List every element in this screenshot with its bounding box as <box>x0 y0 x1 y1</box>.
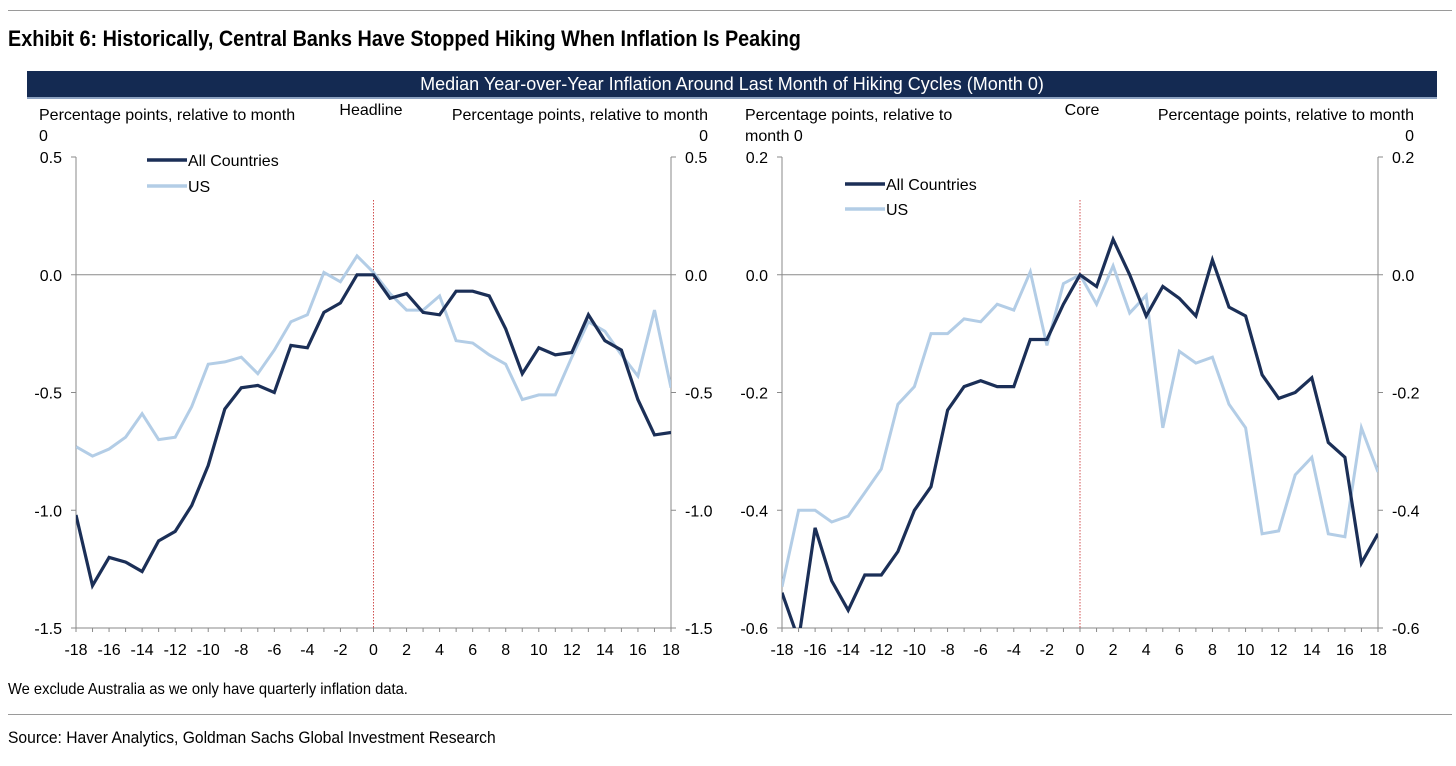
chart2-ytick-label-left: -0.6 <box>740 621 768 638</box>
chart1-xtick-label: -8 <box>234 642 248 659</box>
chart2-xtick-label: -18 <box>770 642 793 659</box>
chart2-ytick-label-right: 0.2 <box>1392 150 1414 167</box>
chart1-ytick-label-right: 0.5 <box>685 150 707 167</box>
chart1-xtick-label: 8 <box>501 642 510 659</box>
chart1-xtick-label: 12 <box>563 642 581 659</box>
chart2-xtick-label: 0 <box>1076 642 1085 659</box>
chart1-series-us <box>76 253 671 458</box>
chart1-title: Headline <box>339 102 402 119</box>
chart2-ytick-label-left: 0.0 <box>746 268 768 285</box>
footnote-rule <box>8 714 1452 715</box>
chart1-ytick-label-right: 0.0 <box>685 268 707 285</box>
chart1-ytick-label-left: -0.5 <box>34 386 62 403</box>
chart1-xtick-label: 16 <box>629 642 647 659</box>
chart2-ylabel-left-line2: month 0 <box>745 128 803 145</box>
chart2-xtick-label: 2 <box>1109 642 1118 659</box>
chart2-xtick-label: 16 <box>1336 642 1354 659</box>
chart1-xtick-label: -10 <box>197 642 220 659</box>
chart1-xtick-label: 14 <box>596 642 614 659</box>
chart1-ytick-label-right: -1.5 <box>685 621 713 638</box>
chart1-legend-label-us: US <box>188 179 210 196</box>
chart2-ytick-label-left: -0.4 <box>740 503 768 520</box>
chart1-series-all-countries <box>76 273 671 590</box>
chart1-ytick-label-left: -1.0 <box>34 503 62 520</box>
chart1-xtick-label: 10 <box>530 642 548 659</box>
chart2-xtick-label: -10 <box>903 642 926 659</box>
chart1-xtick-label: -18 <box>64 642 87 659</box>
chart2-xtick-label: -14 <box>837 642 860 659</box>
chart2-xtick-label: 10 <box>1237 642 1255 659</box>
chart1-xtick-label: 4 <box>435 642 444 659</box>
chart1-xtick-label: 0 <box>369 642 378 659</box>
chart2-xtick-label: -4 <box>1007 642 1021 659</box>
chart1-xtick-label: 2 <box>402 642 411 659</box>
chart2-xtick-label: 6 <box>1175 642 1184 659</box>
top-rule <box>8 10 1452 11</box>
chart2-xtick-label: 12 <box>1270 642 1288 659</box>
chart2-ylabel-left-line1: Percentage points, relative to <box>745 107 952 124</box>
exhibit-title: Exhibit 6: Historically, Central Banks H… <box>8 26 801 51</box>
chart2-xtick-label: 4 <box>1142 642 1151 659</box>
footnote: We exclude Australia as we only have qua… <box>8 681 408 698</box>
chart1-ylabel-right-line2: 0 <box>699 128 708 145</box>
chart2-title: Core <box>1065 102 1100 119</box>
chart2-legend-label-all-countries: All Countries <box>886 177 977 194</box>
chart-banner: Median Year-over-Year Inflation Around L… <box>27 71 1437 97</box>
chart2-ylabel-right-line1: Percentage points, relative to month <box>1158 107 1414 124</box>
chart2-ytick-label-right: -0.4 <box>1392 503 1420 520</box>
chart1-ytick-label-right: -1.0 <box>685 503 713 520</box>
chart1-ytick-label-left: 0.5 <box>40 150 62 167</box>
charts-canvas: Headline Percentage points, relative to m… <box>34 102 1420 659</box>
chart2-xtick-label: -2 <box>1040 642 1054 659</box>
chart1-ytick-label-left: 0.0 <box>40 268 62 285</box>
chart2-series-all-countries <box>782 235 1378 628</box>
chart1-ytick-label-right: -0.5 <box>685 386 713 403</box>
chart2-ytick-label-right: -0.6 <box>1392 621 1420 638</box>
chart2-legend-label-us: US <box>886 202 908 219</box>
chart1-xtick-label: -4 <box>300 642 314 659</box>
chart2-xtick-label: -8 <box>940 642 954 659</box>
chart1-legend-label-all-countries: All Countries <box>188 153 279 170</box>
chart1-xtick-label: 18 <box>662 642 680 659</box>
chart2-ytick-label-left: 0.2 <box>746 150 768 167</box>
chart1-ytick-label-left: -1.5 <box>34 621 62 638</box>
chart1-ylabel-left-line1: Percentage points, relative to month <box>39 107 295 124</box>
chart1-xtick-label: -2 <box>333 642 347 659</box>
chart1-xtick-label: 6 <box>468 642 477 659</box>
chart2-xtick-label: -12 <box>870 642 893 659</box>
chart1-xtick-label: -16 <box>97 642 120 659</box>
source-note: Source: Haver Analytics, Goldman Sachs G… <box>8 728 496 747</box>
chart2-ytick-label-left: -0.2 <box>740 386 768 403</box>
chart2-ylabel-right-line2: 0 <box>1405 128 1414 145</box>
chart2-xtick-label: -6 <box>974 642 988 659</box>
chart1-xtick-label: -6 <box>267 642 281 659</box>
chart1-xtick-label: -14 <box>131 642 154 659</box>
banner-underline <box>27 97 1437 99</box>
chart2-ytick-label-right: 0.0 <box>1392 268 1414 285</box>
chart1-ylabel-left-line2: 0 <box>39 128 48 145</box>
chart2-xtick-label: 8 <box>1208 642 1217 659</box>
chart2-ytick-label-right: -0.2 <box>1392 386 1420 403</box>
chart2-xtick-label: 14 <box>1303 642 1321 659</box>
chart1-ylabel-right-line1: Percentage points, relative to month <box>452 107 708 124</box>
chart1-xtick-label: -12 <box>164 642 187 659</box>
chart2-xtick-label: 18 <box>1369 642 1387 659</box>
chart2-xtick-label: -16 <box>804 642 827 659</box>
